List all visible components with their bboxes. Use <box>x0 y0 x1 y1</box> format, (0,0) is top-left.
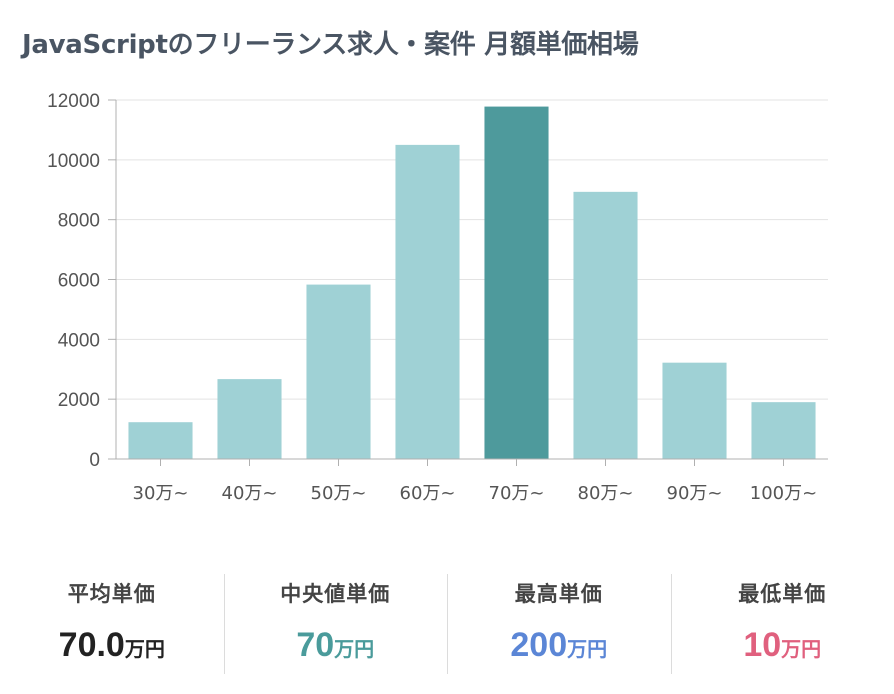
bars[interactable] <box>128 106 816 459</box>
stat-average-number: 70.0 <box>58 626 125 664</box>
stat-min-unit: 万円 <box>781 637 822 661</box>
stat-average-value: 70.0万円 <box>0 626 224 665</box>
price-stats: 平均単価 70.0万円 中央値単価 70万円 最高単価 200万円 最低単価 1… <box>0 570 894 680</box>
x-tick-label: 30万~ <box>133 483 189 504</box>
y-tick-label: 0 <box>89 450 100 471</box>
stat-max-number: 200 <box>510 626 568 664</box>
bar[interactable] <box>484 106 549 459</box>
bar[interactable] <box>662 362 727 459</box>
stat-min-label: 最低単価 <box>738 582 827 606</box>
x-tick-label: 60万~ <box>400 483 456 504</box>
stat-average: 平均単価 70.0万円 <box>0 570 224 680</box>
x-tick-label: 100万~ <box>750 483 817 504</box>
stat-min-number: 10 <box>743 626 782 664</box>
x-tick-label: 40万~ <box>222 483 278 504</box>
stat-median: 中央値単価 70万円 <box>223 570 448 680</box>
stat-max-value: 200万円 <box>447 626 671 665</box>
y-tick-label: 8000 <box>58 211 100 232</box>
stat-average-unit: 万円 <box>124 637 165 661</box>
x-tick-label: 80万~ <box>578 483 634 504</box>
stat-median-number: 70 <box>296 626 335 664</box>
x-axis-ticks: 30万~ 40万~ 50万~ 60万~ 70万~ 80万~ 90万~ 100万~ <box>133 459 817 504</box>
stat-median-unit: 万円 <box>334 637 375 661</box>
stat-median-label: 中央値単価 <box>280 582 391 606</box>
stat-median-value: 70万円 <box>224 626 448 665</box>
grid-lines <box>116 99 828 400</box>
stat-max-unit: 万円 <box>567 637 608 661</box>
stat-max-label: 最高単価 <box>514 582 603 606</box>
y-tick-label: 2000 <box>58 390 100 411</box>
stat-min-value: 10万円 <box>671 626 894 665</box>
y-tick-label: 4000 <box>58 330 100 351</box>
y-axis-ticks: 0 2000 4000 6000 8000 10000 12000 <box>47 91 116 471</box>
bar[interactable] <box>306 284 371 459</box>
bar[interactable] <box>217 379 282 459</box>
stat-min: 最低単価 10万円 <box>670 570 894 680</box>
x-tick-label: 70万~ <box>489 483 545 504</box>
bar[interactable] <box>128 422 193 459</box>
stat-average-label: 平均単価 <box>67 582 156 606</box>
chart-title: JavaScriptのフリーランス求人・案件 月額単価相場 <box>22 30 639 60</box>
bar-chart: 0 2000 4000 6000 8000 10000 12000 30万~ 40万~ 50万~… <box>47 91 828 504</box>
y-tick-label: 6000 <box>58 271 100 292</box>
bar[interactable] <box>573 191 638 459</box>
axes <box>108 100 828 460</box>
stat-max: 最高単価 200万円 <box>447 570 671 680</box>
x-tick-label: 50万~ <box>311 483 367 504</box>
y-tick-label: 12000 <box>47 91 100 112</box>
x-tick-label: 90万~ <box>667 483 723 504</box>
y-tick-label: 10000 <box>47 151 100 172</box>
bar[interactable] <box>751 402 816 459</box>
bar[interactable] <box>395 144 460 459</box>
